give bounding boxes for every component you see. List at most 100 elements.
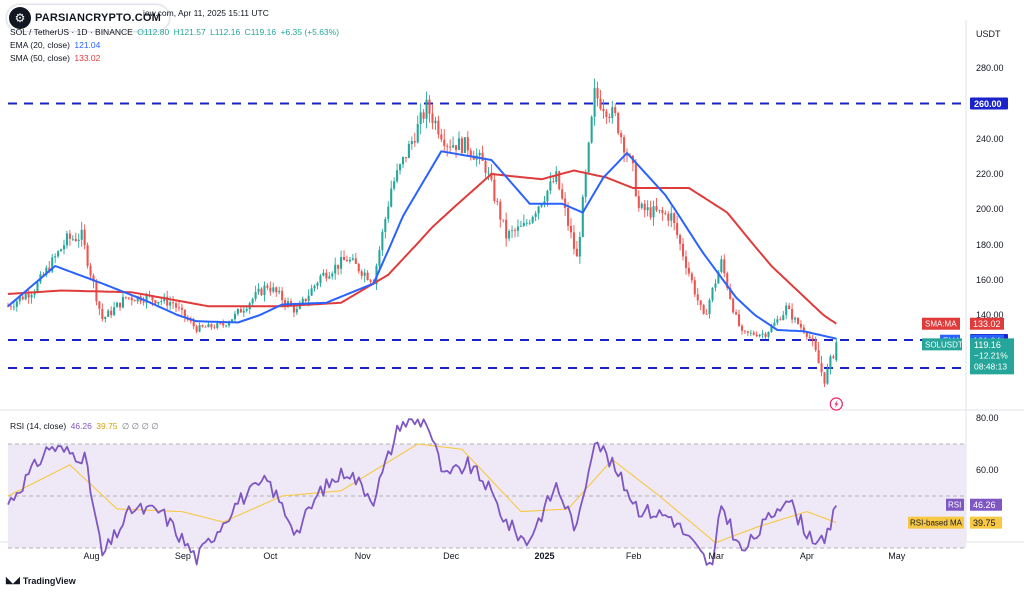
candle-body bbox=[832, 356, 835, 358]
candle-body bbox=[343, 257, 346, 261]
candle-body bbox=[593, 88, 596, 117]
candle-body bbox=[12, 306, 15, 308]
candle-body bbox=[661, 209, 664, 214]
sma-value: 133.02 bbox=[74, 53, 101, 63]
rsi-extra: ∅ ∅ ∅ ∅ bbox=[121, 421, 159, 431]
candle-body bbox=[284, 300, 287, 305]
candle-body bbox=[201, 325, 204, 327]
candle-body bbox=[36, 282, 39, 293]
candle-body bbox=[681, 243, 685, 257]
candle-body bbox=[649, 207, 652, 218]
candle-body bbox=[758, 334, 761, 337]
ema-legend[interactable]: EMA (20, close) 121.04 bbox=[10, 40, 100, 50]
candle-body bbox=[263, 285, 266, 296]
ohlc-low: L112.16 bbox=[210, 27, 241, 37]
rsi-ma-value-bg bbox=[970, 516, 1002, 529]
candle-body bbox=[354, 258, 357, 264]
candle-body bbox=[646, 207, 649, 211]
candle-body bbox=[107, 310, 110, 317]
time-tick-label: Apr bbox=[800, 551, 814, 561]
time-tick-label: Oct bbox=[263, 551, 278, 561]
candle-body bbox=[387, 206, 390, 220]
candle-body bbox=[319, 275, 322, 284]
level-tag-bg bbox=[970, 97, 1008, 110]
candle-body bbox=[693, 280, 696, 295]
candle-body bbox=[313, 285, 316, 289]
candle-body bbox=[68, 233, 71, 239]
candle-body bbox=[802, 327, 805, 333]
sma-value-label: 133.02 bbox=[973, 319, 1001, 329]
candle-body bbox=[425, 99, 428, 119]
candle-body bbox=[567, 207, 570, 226]
symbol-legend[interactable]: SOL / TetherUS · 1D · BINANCE O112.80 H1… bbox=[10, 27, 339, 37]
candle-body bbox=[228, 322, 231, 326]
candle-body bbox=[83, 229, 86, 246]
candle-body bbox=[65, 233, 68, 246]
candle-body bbox=[195, 326, 198, 332]
candle-body bbox=[508, 231, 511, 239]
candle-body bbox=[705, 313, 708, 315]
price-value-label: 119.16 bbox=[974, 340, 1001, 350]
candle-body bbox=[773, 322, 776, 326]
candle-body bbox=[723, 259, 726, 274]
candle-body bbox=[776, 319, 779, 323]
candle-body bbox=[216, 323, 219, 328]
candle-body bbox=[667, 213, 670, 221]
candle-body bbox=[534, 213, 537, 217]
candle-body bbox=[708, 300, 711, 315]
candle-body bbox=[413, 141, 416, 143]
time-tick-label: 2025 bbox=[535, 551, 555, 561]
candle-body bbox=[720, 259, 723, 272]
candle-body bbox=[726, 273, 729, 288]
price-tick-label: 280.00 bbox=[976, 63, 1004, 73]
time-tick-label: Aug bbox=[84, 551, 100, 561]
candle-body bbox=[154, 300, 157, 304]
candle-body bbox=[643, 203, 646, 211]
candle-body bbox=[207, 324, 210, 328]
candle-body bbox=[499, 201, 502, 220]
candle-body bbox=[269, 287, 272, 292]
candle-body bbox=[257, 288, 260, 293]
candle-body bbox=[652, 206, 655, 218]
candle-body bbox=[752, 332, 755, 335]
candle-body bbox=[714, 283, 717, 288]
candle-body bbox=[676, 223, 679, 236]
candle-body bbox=[764, 333, 767, 337]
candle-body bbox=[127, 297, 130, 299]
candle-body bbox=[817, 350, 820, 364]
candle-body bbox=[746, 331, 749, 333]
candle-body bbox=[340, 257, 343, 269]
candle-body bbox=[737, 314, 741, 326]
candle-body bbox=[233, 313, 237, 320]
candle-body bbox=[605, 111, 608, 117]
candle-body bbox=[431, 113, 434, 124]
rsi-legend[interactable]: RSI (14, close) 46.26 39.75 ∅ ∅ ∅ ∅ bbox=[10, 421, 159, 432]
candle-body bbox=[696, 294, 699, 301]
candle-body bbox=[334, 264, 337, 274]
sma-label: SMA (50, close) bbox=[10, 53, 70, 63]
candle-body bbox=[33, 292, 36, 295]
rsi-ma-tag-bg bbox=[908, 516, 964, 529]
rsi-legend-value: 46.26 bbox=[70, 421, 92, 431]
candle-body bbox=[572, 232, 575, 249]
tradingview-brand[interactable]: ◣◢ TradingView bbox=[6, 575, 76, 586]
rsi-tag-bg bbox=[946, 498, 964, 511]
candle-body bbox=[322, 272, 325, 276]
candle-body bbox=[298, 303, 301, 309]
candle-body bbox=[378, 250, 381, 266]
candle-body bbox=[531, 216, 534, 223]
candle-body bbox=[80, 229, 83, 240]
candle-body bbox=[478, 152, 481, 156]
candle-body bbox=[617, 112, 620, 134]
price-tick-label: 160.00 bbox=[976, 275, 1004, 285]
candle-body bbox=[242, 310, 245, 313]
candle-body bbox=[808, 336, 811, 339]
candle-body bbox=[826, 368, 829, 384]
site-fragment: iew.com bbox=[143, 8, 174, 18]
candle-body bbox=[136, 296, 139, 302]
sma-legend[interactable]: SMA (50, close) 133.02 bbox=[10, 53, 100, 63]
candle-body bbox=[658, 209, 661, 211]
candle-body bbox=[820, 363, 823, 373]
candle-body bbox=[21, 296, 24, 300]
